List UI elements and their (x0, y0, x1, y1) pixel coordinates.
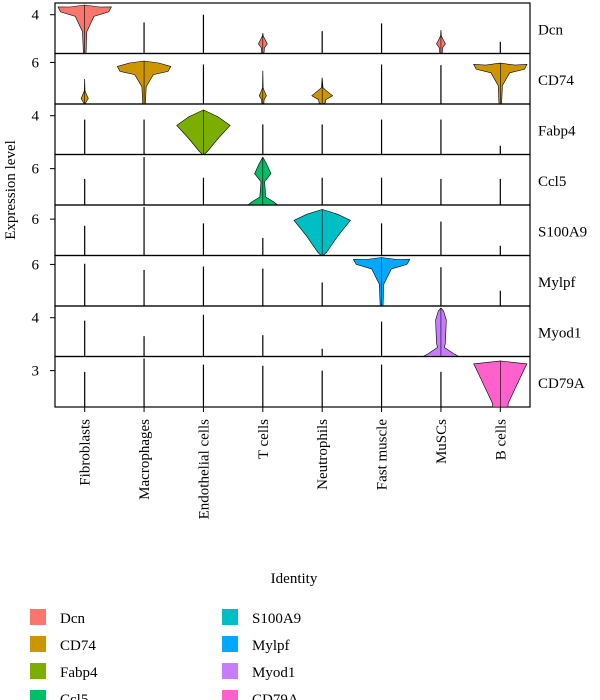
x-axis-label: Identity (271, 571, 318, 587)
gene-label: Ccl5 (538, 174, 566, 190)
panel-frame (54, 2, 531, 55)
x-tick-label: Neutrophils (315, 419, 331, 490)
y-axis-label: Expression level (3, 140, 19, 240)
y-tick-label: 6 (32, 257, 40, 273)
panel-frame (54, 305, 531, 358)
panel-s100a9: 6 S100A9 (32, 204, 587, 257)
legend-label: Myod1 (252, 665, 295, 681)
gene-label: Fabp4 (538, 123, 576, 139)
legend-label: Fabp4 (60, 665, 98, 681)
x-axis: Fibroblasts Macrophages Endothelial cells T… (78, 407, 509, 520)
panel-frame (54, 254, 531, 307)
panel-ccl5: 6 Ccl5 (32, 153, 566, 206)
x-tick-label: Endothelial cells (196, 419, 212, 520)
panel-frame (54, 52, 531, 105)
panel-frame (54, 355, 531, 408)
legend-swatch (30, 636, 46, 652)
legend-swatch (222, 663, 238, 679)
panel-cd79a: 3 CD79A (32, 355, 585, 408)
panel-fabp4: 4 Fabp4 (32, 103, 576, 156)
legend-label: Dcn (60, 611, 85, 627)
x-tick-label: MuSCs (434, 419, 450, 464)
x-tick-label: T cells (256, 419, 272, 459)
y-tick-label: 3 (32, 364, 40, 380)
panel-cd74: 6 CD74 (32, 52, 574, 105)
y-tick-label: 6 (32, 162, 40, 178)
violin-panels: 4 Dcn 6 CD74 4 Fabp4 6 Ccl5 6 S100A9 6 Mylpf 4 Myod1 3… (32, 2, 587, 408)
legend-swatch (30, 609, 46, 625)
legend: Dcn CD74 Fabp4 Ccl5 S100A9 Mylpf Myod1 CD79A (30, 609, 301, 700)
legend-label: CD79A (252, 692, 299, 700)
gene-label: Myod1 (538, 325, 581, 341)
y-tick-label: 6 (32, 212, 40, 228)
y-tick-label: 4 (32, 8, 40, 24)
legend-label: S100A9 (252, 611, 301, 627)
legend-swatch (222, 609, 238, 625)
x-tick-label: Fibroblasts (78, 419, 94, 486)
x-tick-label: Macrophages (137, 419, 153, 500)
gene-label: Dcn (538, 22, 563, 38)
y-tick-label: 6 (32, 55, 40, 71)
panel-dcn: 4 Dcn (32, 2, 563, 55)
legend-label: Mylpf (252, 638, 290, 654)
panel-frame (54, 153, 531, 206)
panel-frame (54, 204, 531, 257)
y-tick-label: 4 (32, 109, 40, 125)
x-tick-label: Fast muscle (375, 419, 391, 491)
legend-swatch (222, 690, 238, 700)
legend-swatch (30, 663, 46, 679)
legend-label: Ccl5 (60, 692, 88, 700)
gene-label: CD74 (538, 73, 574, 89)
legend-swatch (222, 636, 238, 652)
panel-mylpf: 6 Mylpf (32, 254, 576, 307)
legend-label: CD74 (60, 638, 96, 654)
panel-myod1: 4 Myod1 (32, 305, 581, 358)
gene-label: Mylpf (538, 275, 576, 291)
legend-swatch (30, 690, 46, 700)
gene-label: CD79A (538, 376, 585, 392)
y-tick-label: 4 (32, 311, 40, 327)
panel-frame (54, 103, 531, 156)
gene-label: S100A9 (538, 224, 587, 240)
x-tick-label: B cells (493, 419, 509, 460)
